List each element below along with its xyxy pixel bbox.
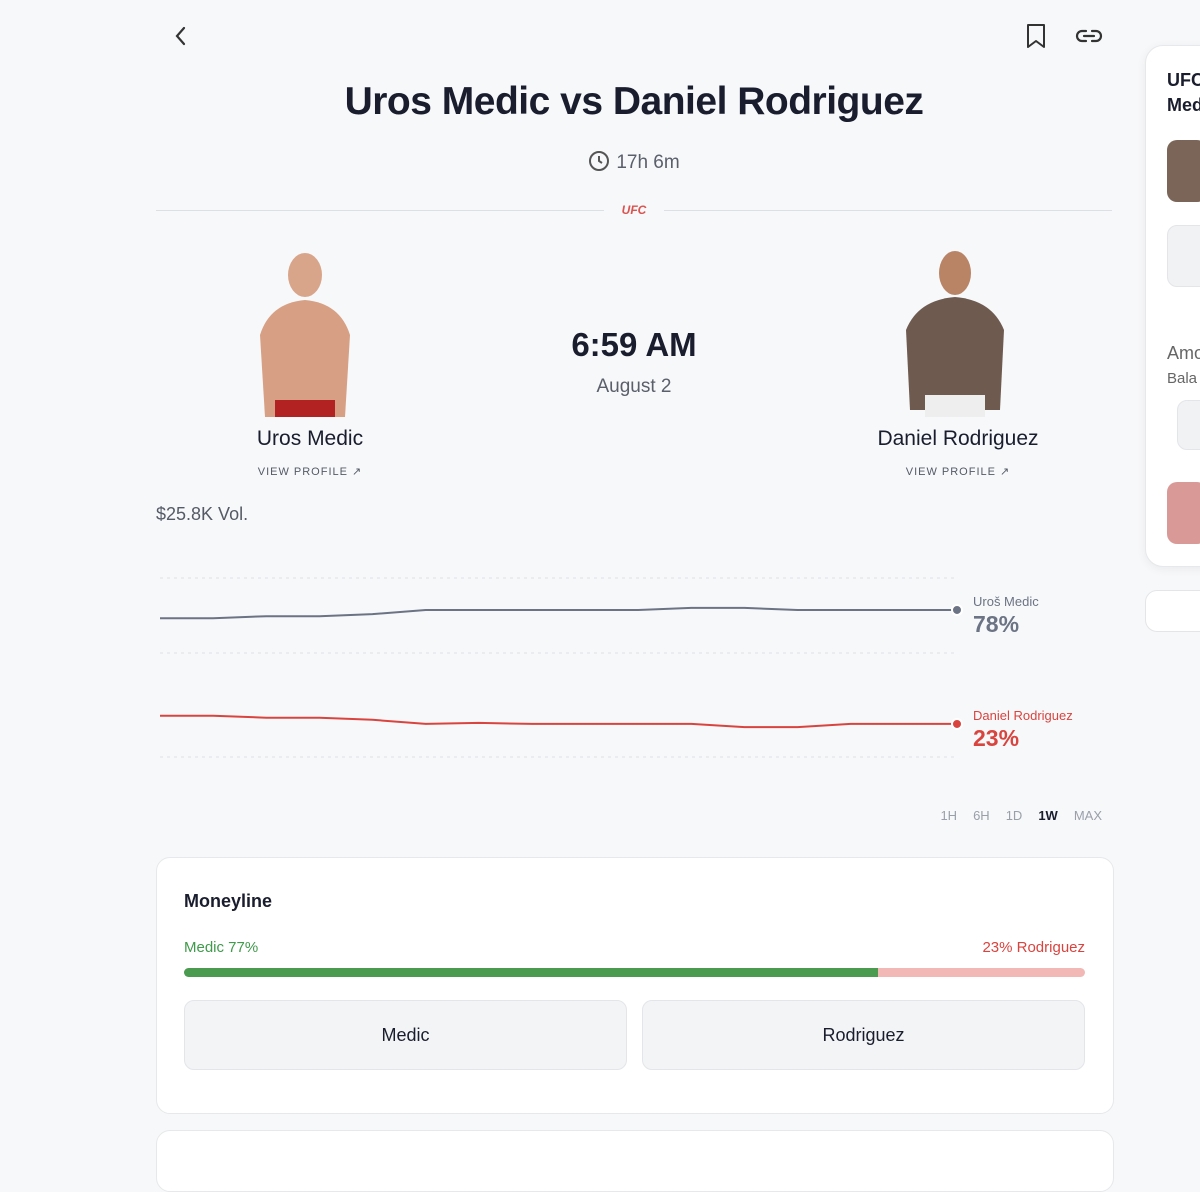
side-photo	[1167, 140, 1200, 202]
legend-value: 78%	[973, 611, 1019, 637]
range-button[interactable]: MAX	[1073, 808, 1102, 823]
divider	[664, 210, 1112, 211]
side-input[interactable]	[1177, 400, 1200, 450]
clock-icon	[589, 151, 610, 171]
fight-title: Uros Medic vs Daniel Rodriguez	[344, 80, 924, 123]
legend-name: Daniel Rodriguez	[973, 708, 1073, 723]
bet-button[interactable]: Medic	[184, 1000, 627, 1070]
countdown: 17h 6m	[156, 150, 1112, 174]
share-link-button[interactable]	[1074, 24, 1104, 48]
side-text: UFC	[1167, 70, 1200, 90]
fighter-photo	[906, 251, 1004, 417]
moneyline-left-bar	[184, 968, 878, 977]
range-button[interactable]: 6H	[973, 808, 990, 823]
range-button[interactable]: 1W	[1038, 808, 1058, 823]
end-dot	[951, 603, 963, 616]
side-submit[interactable]	[1167, 482, 1200, 544]
side-text: Amo	[1167, 343, 1200, 363]
volume: $25.8K Vol.	[156, 504, 249, 524]
event-date: August 2	[596, 376, 672, 397]
range-button[interactable]: 1H	[940, 808, 958, 823]
price-line	[160, 606, 957, 620]
divider	[156, 210, 604, 211]
side-text: Med	[1167, 95, 1200, 115]
side-text: Bala	[1167, 370, 1198, 387]
side-button[interactable]	[1167, 225, 1200, 287]
fighter-photo	[260, 253, 350, 417]
countdown-text: 17h 6m	[616, 152, 680, 173]
side-tab[interactable]	[1145, 590, 1200, 632]
legend-value: 23%	[973, 725, 1019, 751]
moneyline-card	[156, 857, 1114, 1114]
price-chart: Uroš Medic 78% Daniel Rodriguez 23%	[160, 577, 1073, 758]
view-profile-link[interactable]: VIEW PROFILE ↗	[257, 466, 363, 478]
moneyline-bar	[184, 968, 1085, 977]
moneyline-left-label: Medic 77%	[184, 939, 259, 956]
bookmark-button[interactable]	[1024, 22, 1048, 50]
range-selector: 1H 6H 1D 1W MAX	[940, 808, 1102, 823]
legend-name: Uroš Medic	[973, 594, 1039, 609]
fighter-name: Daniel Rodriguez	[877, 427, 1039, 450]
bet-button[interactable]: Rodriguez	[642, 1000, 1085, 1070]
next-card	[156, 1130, 1114, 1192]
link-text: VIEW PROFILE	[257, 466, 348, 478]
moneyline-right-bar	[877, 968, 1085, 977]
price-line	[160, 714, 957, 729]
moneyline-title: Moneyline	[184, 891, 273, 911]
end-dot	[951, 717, 963, 730]
view-profile-link[interactable]: VIEW PROFILE ↗	[905, 466, 1011, 478]
league-badge: UFC	[621, 203, 647, 217]
link-text: VIEW PROFILE	[905, 466, 996, 478]
side-panel	[1145, 45, 1200, 567]
page: {"header": {"title": "Uros Medic vs Dani…	[156, 22, 1200, 1192]
event-time: 6:59 AM	[571, 326, 697, 363]
moneyline-right-label: 23% Rodriguez	[982, 939, 1085, 956]
fighter-name: Uros Medic	[256, 427, 364, 450]
back-button[interactable]	[170, 24, 192, 48]
range-button[interactable]: 1D	[1005, 808, 1023, 823]
